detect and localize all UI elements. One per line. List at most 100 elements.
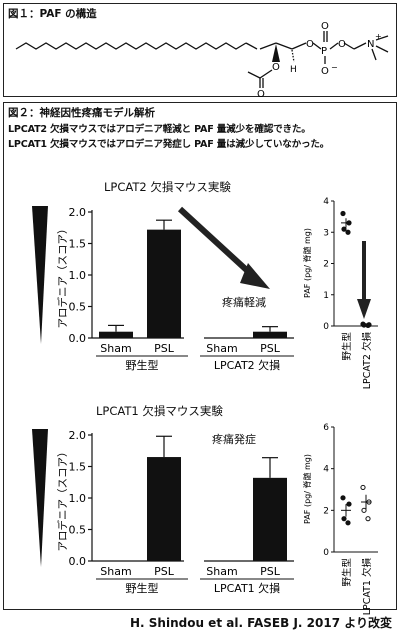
lpcat1-scatter-point-0-0 xyxy=(340,495,346,501)
lpcat1-scatter-y-tick-label: 6 xyxy=(323,423,329,433)
lpcat2-bar-category-label: Sham xyxy=(100,342,131,355)
lpcat2-allodynia-bar-chart: アロデニア（スコア）0.0 0.5 1.0 1.5 2.0 Sham PSL Sham PSL 野… xyxy=(32,206,294,372)
lpcat1-allodynia-bar-chart: アロデニア（スコア）0.0 0.5 1.0 1.5 2.0 Sham PSL Sham PSL 野… xyxy=(32,429,294,595)
lpcat2-bar-y-axis-label: アロデニア（スコア） xyxy=(56,224,69,329)
lpcat1-scatter-y-tick-label: 4 xyxy=(323,465,329,475)
lpcat1-scatter-category-label-0: 野生型 xyxy=(341,558,353,587)
lpcat1-bar-y-tick-label: 0.5 xyxy=(69,524,87,537)
methyl-bond-3 xyxy=(371,48,377,61)
lpcat2-scatter-y-axis-label: PAF (pg/ 脊髄 mg) xyxy=(302,228,312,298)
lpcat2-bar-group-label-0: 野生型 xyxy=(126,358,159,372)
methyl-bond-1 xyxy=(375,35,389,41)
atom-o-minus: − xyxy=(331,63,338,72)
lpcat1-paf-scatter-plot: PAF (pg/ 脊髄 mg) 0 2 4 6 野生型 LPCAT1 欠損 xyxy=(302,423,378,615)
atom-o-p2: O xyxy=(338,39,346,50)
lpcat1-scatter-y-axis-label: PAF (pg/ 脊髄 mg) xyxy=(302,454,312,524)
lpcat1-bar-bar-1 xyxy=(147,457,181,561)
lpcat2-bar-group-label-1: LPCAT2 欠損 xyxy=(214,358,280,372)
atom-o-carbonyl: O xyxy=(257,89,265,100)
lpcat1-scatter-point-1-3 xyxy=(365,516,371,522)
p-o-bond xyxy=(329,42,339,50)
lpcat1-scatter-point-0-2 xyxy=(341,516,347,522)
ethyl-bond xyxy=(343,42,355,50)
glycerol-bond-2 xyxy=(275,42,293,50)
lpcat1-scatter-point-1-0 xyxy=(360,484,366,491)
experiment2-annotation: 疼痛発症 xyxy=(212,433,256,446)
lpcat1-scatter-y-tick-label: 2 xyxy=(323,506,329,516)
atom-n: N xyxy=(367,39,374,50)
lpcat1-scatter-point-0-1 xyxy=(346,501,352,507)
methyl-bond-2 xyxy=(375,45,389,53)
lpcat1-bar-category-label: Sham xyxy=(206,565,237,578)
experiment2-title: LPCAT1 欠損マウス実験 xyxy=(96,404,223,418)
acetyl-bond-2 xyxy=(247,71,261,79)
figure2-description-line2: LPCAT1 欠損マウスではアロデニア発症し PAF 量は減少していなかった。 xyxy=(8,139,330,150)
lpcat2-scatter-category-label-0: 野生型 xyxy=(341,332,353,361)
citation-credit: H. Shindou et al. FASEB J. 2017 より改変 xyxy=(130,616,392,630)
lpcat2-bar-category-label: PSL xyxy=(154,342,175,355)
lpcat1-bar-category-label: PSL xyxy=(154,565,175,578)
lpcat1-bar-group-label-0: 野生型 xyxy=(126,581,159,595)
hash-bond xyxy=(291,49,295,63)
lpcat1-bar-score-wedge xyxy=(32,429,48,567)
experiment1-title: LPCAT2 欠損マウス実験 xyxy=(104,180,231,194)
experiment1-annotation: 疼痛軽減 xyxy=(222,296,266,309)
atom-h: H xyxy=(290,65,297,75)
lpcat2-paf-scatter-plot: PAF (pg/ 脊髄 mg) 0 1 2 3 4 野生型 LPCAT2 欠損 xyxy=(302,197,378,390)
alkyl-chain xyxy=(15,42,247,50)
lpcat2-bar-y-tick-label: 0.0 xyxy=(69,332,87,345)
figure2-title: 図２：神経因性疼痛モデル解析 xyxy=(8,107,155,119)
lpcat1-bar-y-tick-label: 0.0 xyxy=(69,555,87,568)
lpcat1-bar-y-tick-label: 1.0 xyxy=(69,492,87,505)
lpcat2-bar-y-tick-label: 1.5 xyxy=(69,238,87,251)
atom-p: P xyxy=(321,46,327,57)
atom-o-p-neg: O xyxy=(321,66,329,77)
lpcat2-bar-bar-0 xyxy=(99,331,133,338)
figure1-panel: 図１：PAF の構造 O H O O P O O O − N + xyxy=(3,3,397,100)
lpcat2-scatter-category-label-1: LPCAT2 欠損 xyxy=(361,332,373,390)
lpcat2-scatter-y-tick-label: 0 xyxy=(323,322,329,332)
lpcat1-bar-y-tick-label: 1.5 xyxy=(69,461,87,474)
lpcat2-bar-y-tick-label: 0.5 xyxy=(69,301,87,314)
lpcat2-scatter-y-tick-label: 2 xyxy=(323,260,329,270)
atom-o-p-double: O xyxy=(321,21,329,32)
decrease-arrow xyxy=(177,206,270,289)
lpcat2-bar-score-wedge xyxy=(32,206,48,344)
lpcat2-bar-y-tick-label: 2.0 xyxy=(69,206,87,219)
figure1-title: 図１：PAF の構造 xyxy=(8,8,97,20)
lpcat2-scatter-y-tick-label: 1 xyxy=(323,291,329,301)
lpcat1-bar-y-tick-label: 2.0 xyxy=(69,429,87,442)
lpcat1-bar-category-label: Sham xyxy=(100,565,131,578)
lpcat1-bar-bar-3 xyxy=(253,477,287,561)
figure2-panel: 図２：神経因性疼痛モデル解析 LPCAT2 欠損マウスではアロデニア軽減と PA… xyxy=(3,102,397,615)
lpcat2-bar-y-tick-label: 1.0 xyxy=(69,269,87,282)
figure2-description-line1: LPCAT2 欠損マウスではアロデニア軽減と PAF 量減少を確認できた。 xyxy=(8,124,311,135)
p-ester-bond xyxy=(312,42,322,50)
lpcat2-scatter-point-0-3 xyxy=(345,229,351,235)
lpcat2-scatter-point-1-3 xyxy=(365,322,371,328)
lpcat1-scatter-y-tick-label: 0 xyxy=(323,548,329,558)
decrease-arrow-shaft xyxy=(177,206,255,278)
lpcat1-bar-category-label: PSL xyxy=(260,565,281,578)
lpcat1-bar-group-label-1: LPCAT1 欠損 xyxy=(214,581,280,595)
wedge-bond xyxy=(272,44,280,62)
ether-bond xyxy=(245,42,258,50)
lpcat1-bar-y-axis-label: アロデニア（スコア） xyxy=(56,447,69,552)
paf-structure-diagram: O H O O P O O O − N + xyxy=(15,21,389,100)
atom-o-ester: O xyxy=(272,62,280,73)
glycerol-bond-3 xyxy=(291,42,307,50)
atom-o-p1: O xyxy=(306,39,314,50)
lpcat1-scatter-category-label-1: LPCAT1 欠損 xyxy=(361,558,373,616)
lpcat1-scatter-point-1-2 xyxy=(361,507,367,513)
glycerol-bond xyxy=(259,42,277,50)
lpcat2-bar-bar-3 xyxy=(253,331,287,338)
lpcat2-scatter-point-0-0 xyxy=(340,210,346,217)
acetyl-bond xyxy=(259,69,273,79)
lpcat2-scatter-decrease-arrow-head xyxy=(357,299,371,319)
lpcat2-bar-bar-1 xyxy=(147,229,181,338)
ethyl-bond-2 xyxy=(353,42,367,50)
atom-n-plus: + xyxy=(375,32,382,41)
lpcat2-bar-category-label: PSL xyxy=(260,342,281,355)
lpcat1-scatter-point-0-3 xyxy=(345,520,351,526)
decrease-arrow-head xyxy=(240,263,270,289)
